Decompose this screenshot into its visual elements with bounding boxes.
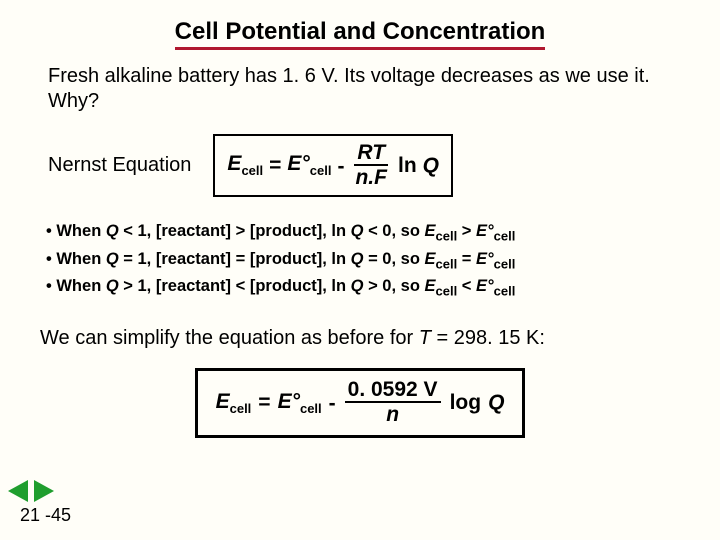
- prev-arrow-icon[interactable]: [8, 480, 28, 502]
- eq1-E0sub: cell: [310, 164, 332, 179]
- eq2-den: n: [383, 403, 402, 426]
- simplified-equation-box: Ecell = E°cell - 0. 0592 V n log Q: [195, 368, 526, 437]
- slide-title: Cell Potential and Concentration: [175, 18, 546, 50]
- eq2-E: E: [216, 390, 230, 413]
- eq2-Esub: cell: [230, 401, 252, 416]
- next-arrow-icon[interactable]: [34, 480, 54, 502]
- eq2-E0: E°: [278, 390, 300, 413]
- simplify-text: We can simplify the equation as before f…: [40, 327, 684, 350]
- eq1-E0: E°: [287, 152, 309, 175]
- eq1-E: E: [227, 152, 241, 175]
- eq1-num: RT: [354, 142, 388, 166]
- nernst-equation-box: Ecell = E°cell - RT n.F ln Q: [213, 134, 453, 197]
- eq1-den: n.F: [352, 166, 390, 189]
- bullet-row: • When Q < 1, [reactant] > [product], ln…: [46, 219, 680, 246]
- eq1-equals: =: [269, 154, 281, 178]
- nernst-label: Nernst Equation: [48, 154, 191, 177]
- eq2-Q: Q: [488, 391, 504, 415]
- page-number: 21 -45: [20, 505, 71, 526]
- eq1-Q: Q: [423, 154, 439, 178]
- eq2-fraction: 0. 0592 V n: [345, 379, 441, 426]
- eq1-minus: -: [337, 155, 344, 179]
- eq2-equals: =: [258, 391, 270, 415]
- bullet-row: • When Q > 1, [reactant] < [product], ln…: [46, 274, 680, 301]
- eq1-Esub: cell: [241, 164, 263, 179]
- eq2-E0sub: cell: [300, 401, 322, 416]
- eq2-log: log: [450, 391, 482, 415]
- nernst-row: Nernst Equation Ecell = E°cell - RT n.F …: [48, 134, 690, 197]
- intro-text: Fresh alkaline battery has 1. 6 V. Its v…: [48, 64, 672, 114]
- eq1-fraction: RT n.F: [352, 142, 390, 189]
- bullet-list: • When Q < 1, [reactant] > [product], ln…: [46, 219, 680, 301]
- bullet-row: • When Q = 1, [reactant] = [product], ln…: [46, 247, 680, 274]
- eq1-ln: ln: [398, 154, 417, 178]
- eq2-minus: -: [329, 392, 336, 416]
- eq2-num: 0. 0592 V: [345, 379, 441, 403]
